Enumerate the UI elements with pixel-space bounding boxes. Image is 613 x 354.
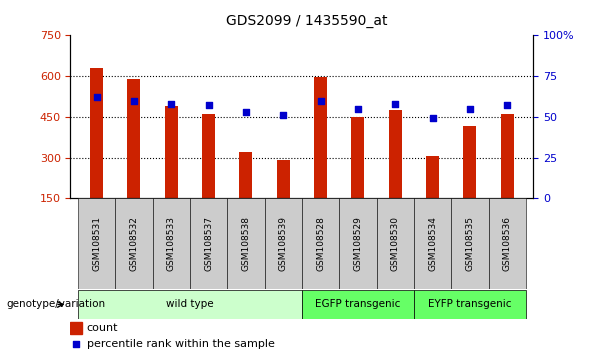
Text: EYFP transgenic: EYFP transgenic bbox=[428, 299, 512, 309]
Bar bbox=[90, 68, 103, 198]
Bar bbox=[165, 106, 178, 198]
Bar bbox=[70, 322, 82, 334]
Text: GSM108539: GSM108539 bbox=[279, 216, 287, 271]
Bar bbox=[190, 198, 227, 289]
Text: GSM108531: GSM108531 bbox=[92, 216, 101, 271]
Bar bbox=[302, 198, 339, 289]
Bar bbox=[78, 198, 115, 289]
Bar bbox=[426, 156, 439, 198]
Bar bbox=[389, 110, 402, 198]
Bar bbox=[128, 79, 140, 198]
Point bbox=[316, 98, 326, 103]
Text: wild type: wild type bbox=[166, 299, 214, 309]
Bar bbox=[501, 114, 514, 198]
Bar bbox=[376, 198, 414, 289]
Point bbox=[428, 116, 438, 121]
Point bbox=[92, 95, 102, 100]
Text: GSM108528: GSM108528 bbox=[316, 216, 325, 271]
Point bbox=[502, 103, 512, 108]
Text: GSM108530: GSM108530 bbox=[390, 216, 400, 271]
Bar bbox=[489, 198, 526, 289]
Text: GSM108538: GSM108538 bbox=[242, 216, 251, 271]
Point bbox=[353, 106, 363, 112]
Bar bbox=[240, 152, 253, 198]
Bar bbox=[351, 117, 364, 198]
Bar bbox=[153, 198, 190, 289]
Bar bbox=[451, 198, 489, 289]
Text: GSM108533: GSM108533 bbox=[167, 216, 176, 271]
Bar bbox=[414, 198, 451, 289]
Bar bbox=[202, 114, 215, 198]
Bar bbox=[314, 78, 327, 198]
Bar bbox=[227, 198, 265, 289]
Bar bbox=[339, 198, 376, 289]
Point bbox=[241, 109, 251, 115]
Point bbox=[465, 106, 474, 112]
Bar bbox=[115, 198, 153, 289]
Bar bbox=[276, 160, 290, 198]
Text: GSM108534: GSM108534 bbox=[428, 216, 437, 271]
Text: genotype/variation: genotype/variation bbox=[6, 299, 105, 309]
Text: GSM108532: GSM108532 bbox=[129, 216, 139, 271]
Point bbox=[390, 101, 400, 107]
Point bbox=[349, 273, 359, 278]
Point bbox=[278, 112, 288, 118]
Point bbox=[204, 103, 213, 108]
Bar bbox=[463, 126, 476, 198]
Text: EGFP transgenic: EGFP transgenic bbox=[315, 299, 400, 309]
Text: GSM108535: GSM108535 bbox=[465, 216, 474, 271]
Bar bbox=[78, 290, 302, 319]
Text: GDS2099 / 1435590_at: GDS2099 / 1435590_at bbox=[226, 14, 387, 28]
Point bbox=[129, 98, 139, 103]
Point bbox=[166, 101, 176, 107]
Bar bbox=[414, 290, 526, 319]
Bar bbox=[302, 290, 414, 319]
Text: GSM108536: GSM108536 bbox=[503, 216, 512, 271]
Text: percentile rank within the sample: percentile rank within the sample bbox=[86, 339, 275, 349]
Text: GSM108529: GSM108529 bbox=[353, 216, 362, 271]
Text: GSM108537: GSM108537 bbox=[204, 216, 213, 271]
Text: count: count bbox=[86, 323, 118, 333]
Bar bbox=[265, 198, 302, 289]
